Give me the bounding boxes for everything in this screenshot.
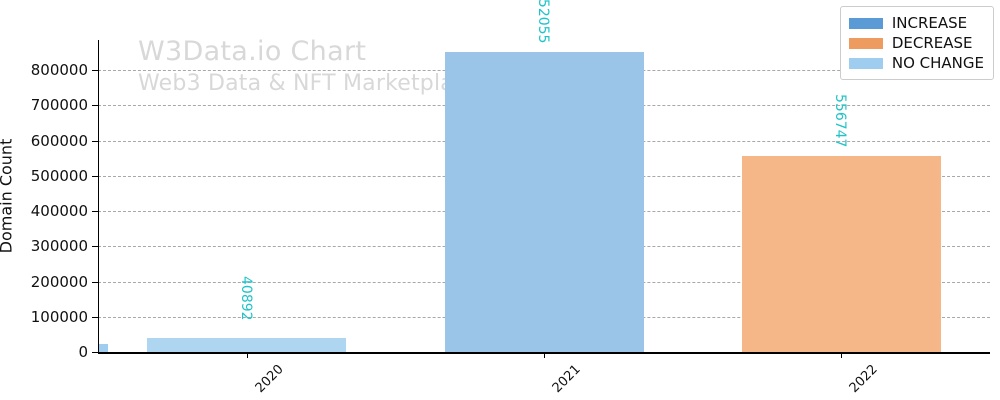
y-tick-label: 400000 <box>30 202 88 221</box>
y-tick-mark <box>92 140 98 142</box>
legend-swatch-icon <box>848 57 883 69</box>
x-tick-mark <box>841 352 843 358</box>
bar-2021[interactable] <box>444 51 644 352</box>
y-tick-mark <box>92 175 98 177</box>
y-tick-label: 100000 <box>30 307 88 326</box>
y-tick-mark <box>92 70 98 72</box>
y-tick-mark <box>92 281 98 283</box>
legend[interactable]: INCREASE DECREASE NO CHANGE <box>839 6 994 80</box>
legend-swatch-icon <box>848 17 883 29</box>
x-tick-mark <box>544 352 545 358</box>
y-tick-mark <box>92 105 98 107</box>
legend-label: NO CHANGE <box>891 54 984 72</box>
y-tick-label: 200000 <box>30 272 88 291</box>
y-tick-label: 500000 <box>30 166 88 185</box>
x-tick-label: 2021 <box>549 362 584 397</box>
y-tick-mark <box>92 352 98 353</box>
legend-swatch-icon <box>848 37 883 49</box>
y-tick-mark <box>92 211 98 213</box>
legend-label: INCREASE <box>891 14 968 32</box>
y-tick-label: 0 <box>78 343 88 361</box>
x-tick-label: 2020 <box>252 362 287 397</box>
bar-value-label: 556747 <box>832 93 849 148</box>
legend-item-decrease[interactable]: DECREASE <box>848 33 984 53</box>
legend-label: DECREASE <box>891 34 973 52</box>
bar-2022[interactable] <box>741 155 941 352</box>
y-axis-label: Domain Count <box>0 138 16 254</box>
y-tick-mark <box>92 316 98 318</box>
bar-value-label: 852055 <box>535 0 551 44</box>
y-tick-label: 600000 <box>30 131 88 150</box>
y-axis-spine <box>98 40 99 353</box>
y-tick-mark <box>92 246 98 248</box>
y-tick-label: 300000 <box>30 237 88 256</box>
plot-area: 40892 852055 556747 <box>98 0 990 352</box>
legend-item-no-change[interactable]: NO CHANGE <box>848 53 984 73</box>
legend-item-increase[interactable]: INCREASE <box>848 13 984 33</box>
y-axis-ticks: 0 100000 200000 300000 400000 500000 600000 700… <box>0 0 88 400</box>
origin-marker <box>99 344 108 352</box>
y-tick-label: 700000 <box>30 96 88 115</box>
bar-value-label: 40892 <box>237 275 254 321</box>
y-tick-label: 800000 <box>30 61 88 80</box>
x-tick-mark <box>246 352 248 358</box>
bar-2020[interactable] <box>147 337 347 352</box>
x-tick-label: 2022 <box>847 362 882 397</box>
